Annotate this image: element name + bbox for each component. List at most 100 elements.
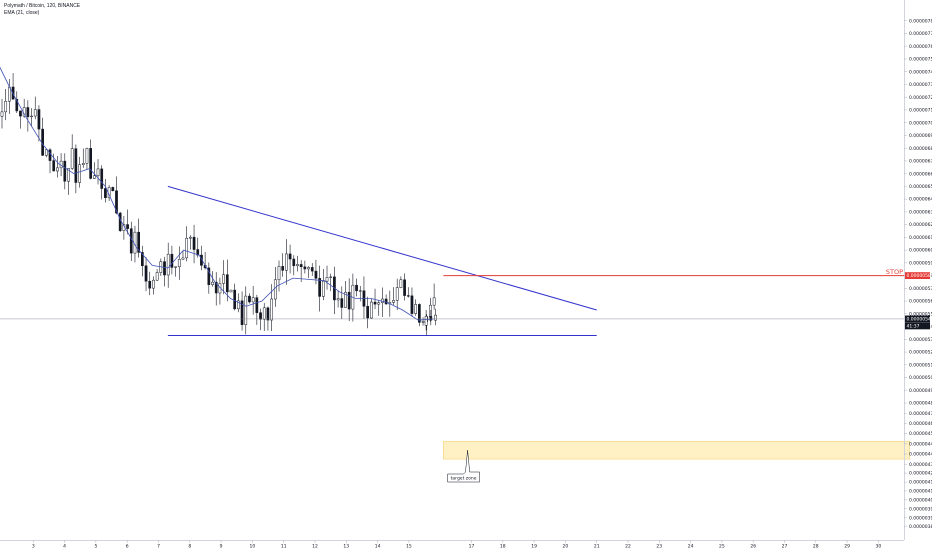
candle-body [307,267,310,270]
candle-body [148,280,152,289]
price-axis[interactable]: 0.00000780 0.00000770 0.00000760 0.00000750… [904,18,932,530]
candle-body [384,298,388,305]
candle-body [181,257,185,260]
time-axis-label: 30 [876,544,882,550]
candle-body [277,266,281,281]
price-axis-label: 0.00000480 [909,401,932,407]
time-axis-label: 7 [157,544,160,550]
candle-body [74,148,78,183]
candle-body [429,316,433,321]
price-axis-label: 0.00000770 [909,31,932,37]
candle-body [33,109,37,117]
candle-body [240,300,244,325]
candle-body [292,258,296,267]
symbol-title: Polymath / Bitcoin, 120, BINANCE [4,3,81,9]
candle-body [163,261,166,276]
countdown-tag: 41:37 [907,324,920,330]
candle-body [244,295,248,325]
candle-body [434,314,437,321]
last-price-tag: 0.00000546 [907,317,932,323]
time-axis-label: 9 [220,544,223,550]
candle-body [78,164,81,183]
candle-body [118,212,122,231]
price-axis-label: 0.00000740 [909,69,932,75]
candle-body [129,228,133,254]
candle-body [207,267,211,285]
candle-body [192,236,196,250]
candle-body [369,301,373,319]
price-axis-label: 0.00000710 [909,108,932,114]
indicator-label: EMA (21, close) [4,10,40,16]
price-axis-label: 0.00000610 [909,235,932,241]
candle-body [166,253,170,276]
stop-price-tag: 0.00000580 [907,273,932,279]
candle-body [214,281,218,294]
time-axis-label: 14 [375,544,381,550]
candle-body [366,306,369,319]
price-axis-label: 0.00000440 [909,452,932,458]
candle-body [325,277,329,282]
candle-body [285,253,288,271]
candle-body [329,276,333,278]
price-axis-label: 0.00000456 [909,431,932,437]
price-axis-label: 0.00000630 [909,209,932,215]
candle-body [81,163,85,165]
candle-body [15,98,19,112]
candle-body [303,266,307,270]
candle-body [395,287,399,301]
price-axis-label: 0.00000397 [909,506,932,512]
candle-body [144,265,148,282]
price-axis-label: 0.00000550 [909,311,932,317]
candle-body [137,231,141,253]
price-axis-label: 0.00000730 [909,82,932,88]
price-axis-label: 0.00000560 [909,299,932,305]
price-axis-label: 0.00000448 [909,441,932,447]
time-axis-label: 10 [250,544,256,550]
candle-body [37,109,41,130]
candle-body [233,289,237,310]
candle-body [377,302,381,305]
time-axis-label: 22 [625,544,631,550]
time-axis-label: 24 [688,544,694,550]
candle-body [155,272,159,281]
candle-body [358,290,362,292]
price-axis-label: 0.00000760 [909,44,932,50]
price-axis-label: 0.00000490 [909,388,932,394]
time-axis-label: 25 [719,544,725,550]
time-axis-label: 5 [94,544,97,550]
time-axis-label: 23 [656,544,662,550]
time-axis-label: 8 [188,544,191,550]
price-axis-label: 0.00000590 [909,260,932,266]
candle-body [347,291,351,310]
price-axis-label: 0.00000390 [909,515,932,521]
time-axis[interactable]: 3 4 5 6 7 8 9 10 11 12 13 14 15 17 18 19 20 21 22 23 24 25 26 2… [32,540,882,550]
candle-body [115,190,118,214]
price-axis-label: 0.00000530 [909,337,932,343]
candle-body [251,297,255,303]
resistance-trendline [167,185,597,311]
candle-body [52,160,56,172]
price-axis-label: 0.00000720 [909,95,932,101]
candle-body [296,264,299,267]
candle-body [170,253,174,268]
candle-body [288,253,292,260]
candle-body [56,167,59,172]
time-axis-label: 21 [594,544,600,550]
time-axis-label: 17 [469,544,475,550]
candle-body [152,279,155,289]
candles-layer [0,73,437,336]
candle-body [0,111,4,117]
candle-body [424,316,428,326]
candle-body [30,115,33,118]
candle-body [255,297,259,313]
price-axis-label: 0.00000780 [909,18,932,24]
candle-body [4,100,8,113]
candle-body [48,149,52,161]
price-axis-label: 0.00000620 [909,222,932,228]
candle-body [432,297,436,306]
candle-body [185,237,189,259]
candle-body [222,274,225,284]
candle-body [44,149,48,156]
candle-body [140,252,144,267]
